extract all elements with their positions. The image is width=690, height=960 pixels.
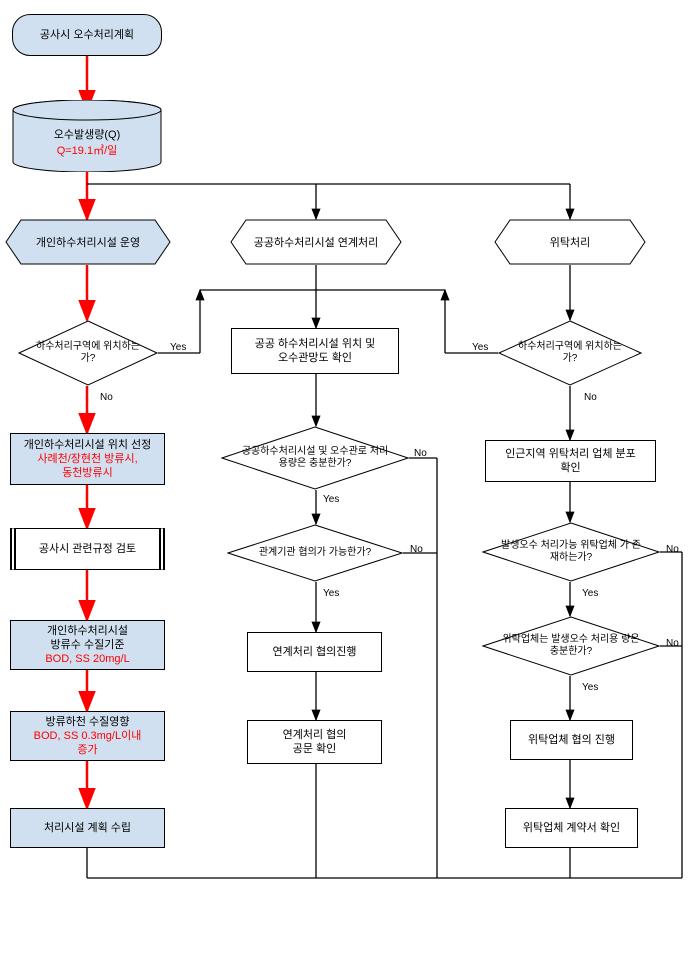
flowchart-node-n3: 개인하수처리시설 운영 [5, 219, 171, 265]
flowchart-label-l_d1_no: No [100, 392, 113, 403]
flowchart-node-n2_cyl_top: 오수발생량(Q)Q=19.1㎥/일 [12, 116, 162, 168]
flowchart-node-n9: 공사시 관련규정 검토 [10, 528, 165, 570]
flowchart-label-l_d3_no: No [410, 544, 423, 555]
flowchart-label-l_d7_yes: Yes [582, 682, 598, 693]
flowchart-node-n11: 연계처리 협의진행 [247, 632, 382, 672]
flowchart-node-n10: 개인하수처리시설방류수 수질기준BOD, SS 20mg/L [10, 620, 165, 670]
flowchart-node-d7: 위탁업체는 발생오수 처리용 량은 충분한가? [482, 616, 660, 676]
flowchart-label-l_d5_yes: Yes [472, 342, 488, 353]
flowchart-label-l_d1_yes: Yes [170, 342, 186, 353]
flowchart-node-n13: 연계처리 협의공문 확인 [247, 720, 382, 764]
flowchart-label-l_d5_no: No [584, 392, 597, 403]
flowchart-canvas: 공사시 오수처리계획오수발생량(Q)Q=19.1㎥/일개인하수처리시설 운영공공… [0, 0, 690, 960]
flowchart-label-l_d7_no: No [666, 638, 679, 649]
flowchart-node-n5: 위탁처리 [494, 219, 646, 265]
flowchart-node-n1: 공사시 오수처리계획 [12, 14, 162, 56]
flowchart-node-n8: 인근지역 위탁처리 업체 분포확인 [485, 440, 656, 482]
flowchart-node-n16: 처리시설 계획 수립 [10, 808, 165, 848]
flowchart-node-n12: 방류하천 수질영향BOD, SS 0.3mg/L이내증가 [10, 711, 165, 761]
flowchart-node-d1: 하수처리구역에 위치하는가? [18, 320, 158, 386]
flowchart-node-d5: 하수처리구역에 위치하는가? [498, 320, 642, 386]
flowchart-label-l_d6_yes: Yes [582, 588, 598, 599]
flowchart-node-n14: 위탁업체 협의 진행 [510, 720, 633, 760]
flowchart-node-n15: 위탁업체 계약서 확인 [505, 808, 638, 848]
flowchart-label-l_d3_yes: Yes [323, 588, 339, 599]
flowchart-label-l_d2_no: No [414, 448, 427, 459]
flowchart-node-d3: 관계기관 협의가 가능한가? [227, 524, 403, 582]
flowchart-label-l_d2_yes: Yes [323, 494, 339, 505]
flowchart-node-n6: 공공 하수처리시설 위치 및오수관망도 확인 [231, 328, 399, 374]
flowchart-node-n7: 개인하수처리시설 위치 선정사례천/장현천 방류시,동천방류시 [10, 433, 165, 485]
flowchart-node-d6: 발생오수 처리가능 위탁업체 가 존재하는가? [482, 522, 660, 582]
flowchart-node-n4: 공공하수처리시설 연계처리 [230, 219, 402, 265]
flowchart-node-d2: 공공하수처리시설 및 오수관로 처리용량은 충분한가? [221, 426, 409, 490]
flowchart-label-l_d6_no: No [666, 544, 679, 555]
